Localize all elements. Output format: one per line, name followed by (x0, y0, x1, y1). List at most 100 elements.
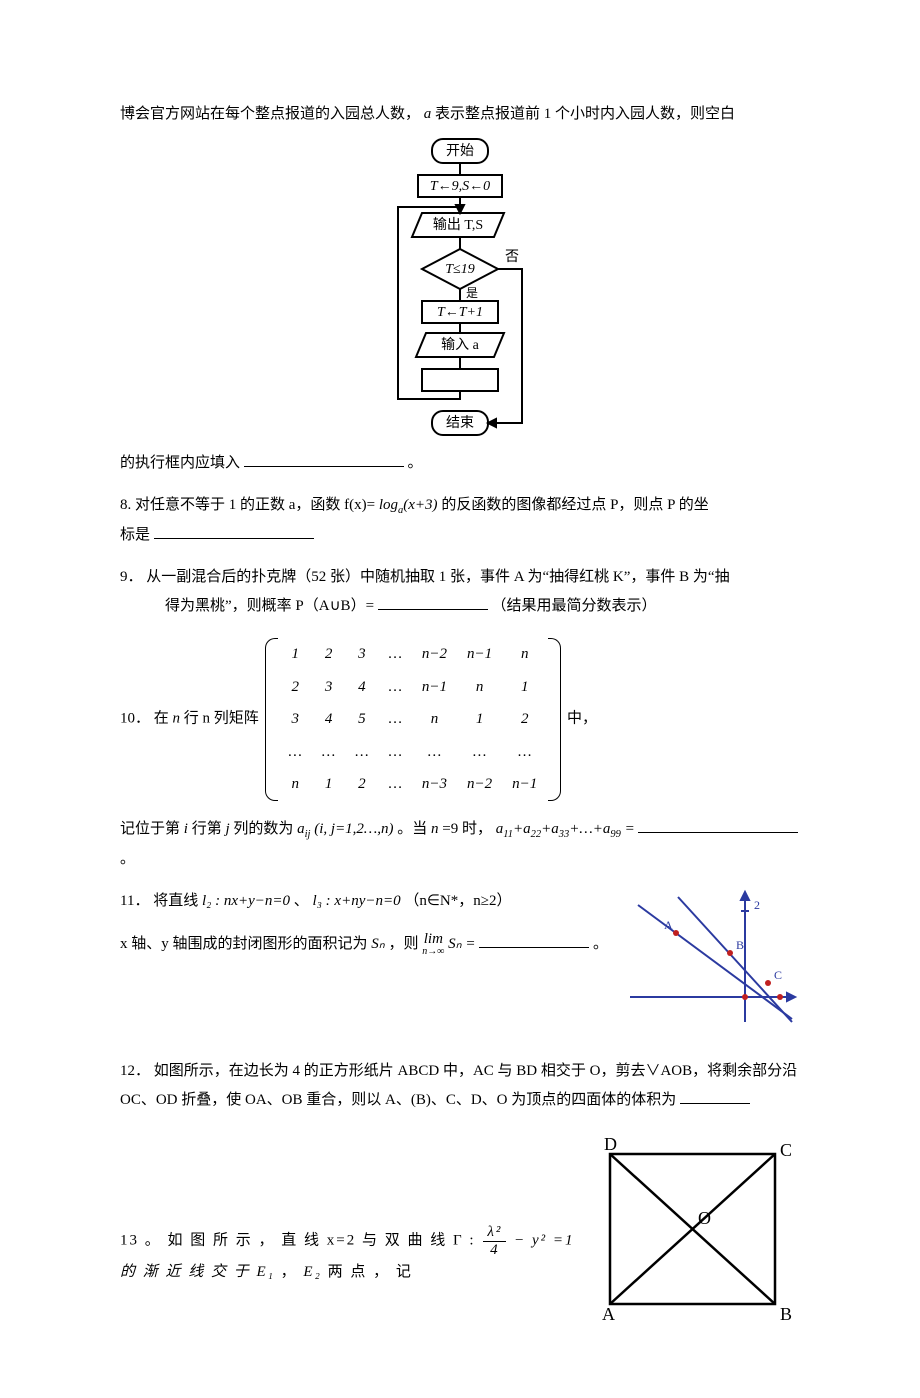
q9-num: 9． (120, 569, 143, 585)
sq-C: C (780, 1140, 792, 1160)
matrix-cell: n (412, 703, 457, 736)
fc-end-label: 结束 (446, 415, 474, 431)
matrix-cell: n (502, 638, 547, 671)
q11-sn: Sₙ (371, 936, 384, 952)
q10-l2a: 记位于第 (120, 821, 180, 837)
svg-text:B: B (736, 938, 744, 952)
q10-text-b: 行 n 列矩阵 (184, 711, 259, 727)
q10-l2d: 。当 (397, 821, 427, 837)
matrix-cell: n−2 (457, 768, 502, 801)
q9-blank (378, 595, 488, 610)
q8-text-c: 标是 (120, 527, 150, 543)
q10-period: 。 (120, 851, 135, 867)
matrix-cell: n (457, 671, 502, 704)
q11-lim-arg: Sₙ = (448, 936, 475, 952)
matrix-cell: 4 (345, 671, 378, 704)
sq-A: A (602, 1304, 615, 1324)
matrix-table: 123…n−2n−1n234…n−1n1345…n12…………………n12…n−… (279, 638, 548, 801)
flowchart-diagram: 开始 T←9,S←0 输出 T,S T≤19 否 是 T←T+1 输入 a 结束 (380, 133, 540, 443)
q7-text-a: 博会官方网站在每个整点报道的入园总人数， (120, 106, 420, 122)
square-diagram: D C A B O (580, 1134, 800, 1324)
q8-func: log (379, 497, 398, 513)
fc-inc-label: T←T+1 (437, 305, 483, 320)
matrix-cell: n−1 (502, 768, 547, 801)
q11-l2a: x 轴、y 轴围成的封闭图形的面积记为 (120, 936, 368, 952)
matrix-cell: … (502, 736, 547, 769)
q10-text-a: 在 (154, 711, 169, 727)
q11-lim-lbl: lim (422, 932, 444, 947)
sq-D: D (604, 1134, 617, 1154)
q9-text-b: 得为黑桃”，则概率 P（A∪B）= (165, 598, 374, 614)
q10-var-i: i (184, 821, 188, 837)
matrix-cell: 2 (345, 768, 378, 801)
q11-graph: 2 A B C (620, 887, 800, 1027)
svg-text:C: C (774, 968, 782, 982)
q10-aij: aij (297, 821, 310, 837)
q12-blank (680, 1089, 750, 1104)
fc-in-label: 输入 a (441, 337, 479, 353)
q7-period: 。 (408, 455, 423, 471)
matrix-cell: n (279, 768, 312, 801)
matrix-cell: 3 (279, 703, 312, 736)
question-10: 10． 在 n 行 n 列矩阵 123…n−2n−1n234…n−1n1345…… (120, 634, 800, 873)
q13-frac-num: λ² (483, 1224, 506, 1242)
matrix-cell: 1 (457, 703, 502, 736)
q8-blank (154, 524, 314, 539)
q13-e2: E₂ (303, 1264, 321, 1280)
matrix-cell: n−1 (412, 671, 457, 704)
svg-text:A: A (664, 918, 673, 932)
q11-lim: lim n→∞ (422, 932, 444, 957)
q11-sep: 、 (294, 893, 309, 909)
matrix-cell: 2 (279, 671, 312, 704)
matrix-cell: 2 (502, 703, 547, 736)
q7-text-b: 表示整点报道前 1 个小时内入园人数，则空白 (435, 106, 735, 122)
q10-num: 10． (120, 711, 150, 727)
matrix-cell: 1 (502, 671, 547, 704)
q10-l2c: 列的数为 (233, 821, 293, 837)
matrix-cell: 1 (312, 768, 345, 801)
q13-comma: ， (281, 1264, 298, 1280)
matrix-cell: … (412, 736, 457, 769)
matrix-cell: 5 (345, 703, 378, 736)
q11-period: 。 (593, 936, 608, 952)
matrix-cell: … (379, 768, 412, 801)
q11-text-a: 将直线 (153, 893, 198, 909)
sq-B: B (780, 1304, 792, 1324)
q13-text-a: 如 图 所 示 ， 直 线 x=2 与 双 曲 线 Γ : (168, 1233, 476, 1249)
q13-e1: E₁ (257, 1264, 275, 1280)
matrix-cell: … (379, 638, 412, 671)
q9-text-a: 从一副混合后的扑克牌（52 张）中随机抽取 1 张，事件 A 为“抽得红桃 K”… (146, 569, 729, 585)
q10-set: (i, j=1,2…,n) (314, 821, 393, 837)
q8-text-a: 对任意不等于 1 的正数 a，函数 f(x)= (135, 497, 375, 513)
q7-line2: 的执行框内应填入 。 (120, 449, 800, 478)
matrix: 123…n−2n−1n234…n−1n1345…n12…………………n12…n−… (265, 638, 562, 801)
matrix-cell: 1 (279, 638, 312, 671)
question-7: 博会官方网站在每个整点报道的入园总人数， a 表示整点报道前 1 个小时内入园人… (120, 100, 800, 477)
q11-lim-sub: n→∞ (422, 947, 444, 957)
matrix-cell: n−3 (412, 768, 457, 801)
matrix-cell: … (379, 736, 412, 769)
matrix-cell: … (345, 736, 378, 769)
question-8: 8. 对任意不等于 1 的正数 a，函数 f(x)= loga(x+3) 的反函… (120, 491, 800, 549)
svg-text:2: 2 (754, 898, 760, 912)
fc-start-label: 开始 (446, 143, 474, 159)
matrix-cell: … (379, 703, 412, 736)
q7-blank (244, 452, 404, 467)
q13-text-c: 两 点 ， 记 (328, 1264, 413, 1280)
q11-cond: （n∈N*，n≥2） (404, 893, 511, 909)
q11-l2b: ，则 (389, 936, 419, 952)
q10-l2e: =9 时， (442, 821, 492, 837)
q11-l3: l₃ : x+ny−n=0 (313, 893, 401, 909)
q10-var-n2: n (431, 821, 439, 837)
q8-arg: (x+3) (403, 497, 437, 513)
q11-num: 11． (120, 893, 149, 909)
q13-num: 13 。 (120, 1233, 162, 1249)
q13-frac: λ² 4 (483, 1224, 506, 1258)
matrix-cell: … (312, 736, 345, 769)
q10-line2: 记位于第 i 行第 j 列的数为 aij (i, j=1,2…,n) 。当 n … (120, 815, 800, 873)
fc-out-label: 输出 T,S (433, 217, 483, 233)
q10-var-n: n (173, 711, 181, 727)
q11-l2: l₂ : nx+y−n=0 (202, 893, 290, 909)
matrix-cell: 3 (312, 671, 345, 704)
question-11: 2 A B C 11． 将直线 l₂ : nx+y−n=0 、 l₃ : x+n… (120, 887, 800, 1027)
